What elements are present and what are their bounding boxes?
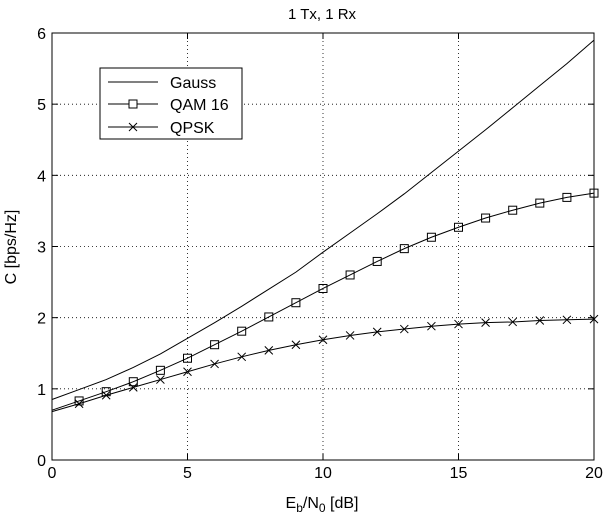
data-point-qam-16 xyxy=(237,326,247,336)
data-point-qpsk xyxy=(210,359,219,369)
data-point-qam-16 xyxy=(454,222,463,232)
legend-label-qpsk: QPSK xyxy=(170,120,215,137)
x-tick-label: 5 xyxy=(183,465,192,482)
data-point-qpsk xyxy=(562,315,572,325)
data-point-qpsk xyxy=(291,340,301,350)
data-point-qam-16 xyxy=(318,283,328,293)
axis-ticks: 0 5 10 15 20 0 1 2 3 4 5 6 xyxy=(37,26,603,482)
data-point-qam-16 xyxy=(264,312,274,322)
x-axis-label-sub1: b xyxy=(296,501,303,515)
data-point-qpsk xyxy=(128,383,138,392)
legend: Gauss QAM 16 QPSK xyxy=(99,67,243,140)
x-axis-label-base: E xyxy=(286,495,297,512)
x-tick-label: 20 xyxy=(585,465,603,482)
data-point-qpsk xyxy=(454,319,463,329)
data-point-qpsk xyxy=(237,352,247,362)
data-point-qpsk xyxy=(318,335,328,345)
y-tick-label: 5 xyxy=(37,97,46,114)
data-point-qam-16 xyxy=(535,198,545,208)
data-point-qpsk xyxy=(156,375,165,384)
data-point-qam-16 xyxy=(74,396,84,406)
legend-marker-x xyxy=(128,122,138,132)
x-tick-label: 10 xyxy=(314,465,332,482)
x-axis-label-mid: /N xyxy=(303,495,319,512)
y-tick-label: 6 xyxy=(37,26,46,43)
data-point-qam-16 xyxy=(128,377,138,387)
x-axis-label-tail: [dB] xyxy=(326,495,359,512)
data-point-qam-16 xyxy=(372,256,382,266)
data-point-qpsk xyxy=(345,331,355,340)
data-point-qam-16 xyxy=(508,205,518,215)
y-tick-label: 2 xyxy=(37,311,46,328)
data-point-qpsk xyxy=(481,318,490,328)
data-point-qam-16 xyxy=(481,213,491,223)
legend-label-qam16: QAM 16 xyxy=(170,97,229,114)
legend-marker-square xyxy=(128,99,138,109)
y-tick-label: 4 xyxy=(37,168,46,185)
x-axis-label-sub2: 0 xyxy=(319,501,326,515)
data-point-qam-16 xyxy=(345,270,355,280)
data-point-qpsk xyxy=(427,321,436,331)
data-point-qpsk xyxy=(101,390,111,400)
data-point-qpsk xyxy=(183,367,192,377)
x-tick-label: 0 xyxy=(48,465,57,482)
y-axis-label: C [bps/Hz] xyxy=(3,210,20,285)
data-point-qam-16 xyxy=(426,232,436,242)
data-point-qam-16 xyxy=(210,340,220,350)
data-point-qpsk xyxy=(372,327,382,337)
data-point-qpsk xyxy=(74,399,84,409)
legend-label-gauss: Gauss xyxy=(170,75,216,92)
chart-title: 1 Tx, 1 Rx xyxy=(288,6,357,23)
data-point-qam-16 xyxy=(562,192,572,202)
y-tick-label: 3 xyxy=(37,240,46,257)
data-point-qam-16 xyxy=(291,298,301,308)
y-tick-label: 1 xyxy=(37,382,46,399)
data-point-qam-16 xyxy=(183,353,192,363)
series-lines xyxy=(51,39,599,413)
x-tick-label: 15 xyxy=(450,465,468,482)
data-point-qpsk xyxy=(399,324,409,334)
series-line-gauss xyxy=(51,39,595,400)
data-point-qpsk xyxy=(535,316,545,325)
series-line-qam-16 xyxy=(51,192,595,411)
data-point-qpsk xyxy=(508,317,518,327)
x-axis-label: Eb/N0 [dB] xyxy=(286,495,359,515)
data-point-qam-16 xyxy=(155,365,165,375)
y-tick-label: 0 xyxy=(37,453,46,470)
data-point-qam-16 xyxy=(399,244,409,254)
data-point-qpsk xyxy=(264,346,274,355)
